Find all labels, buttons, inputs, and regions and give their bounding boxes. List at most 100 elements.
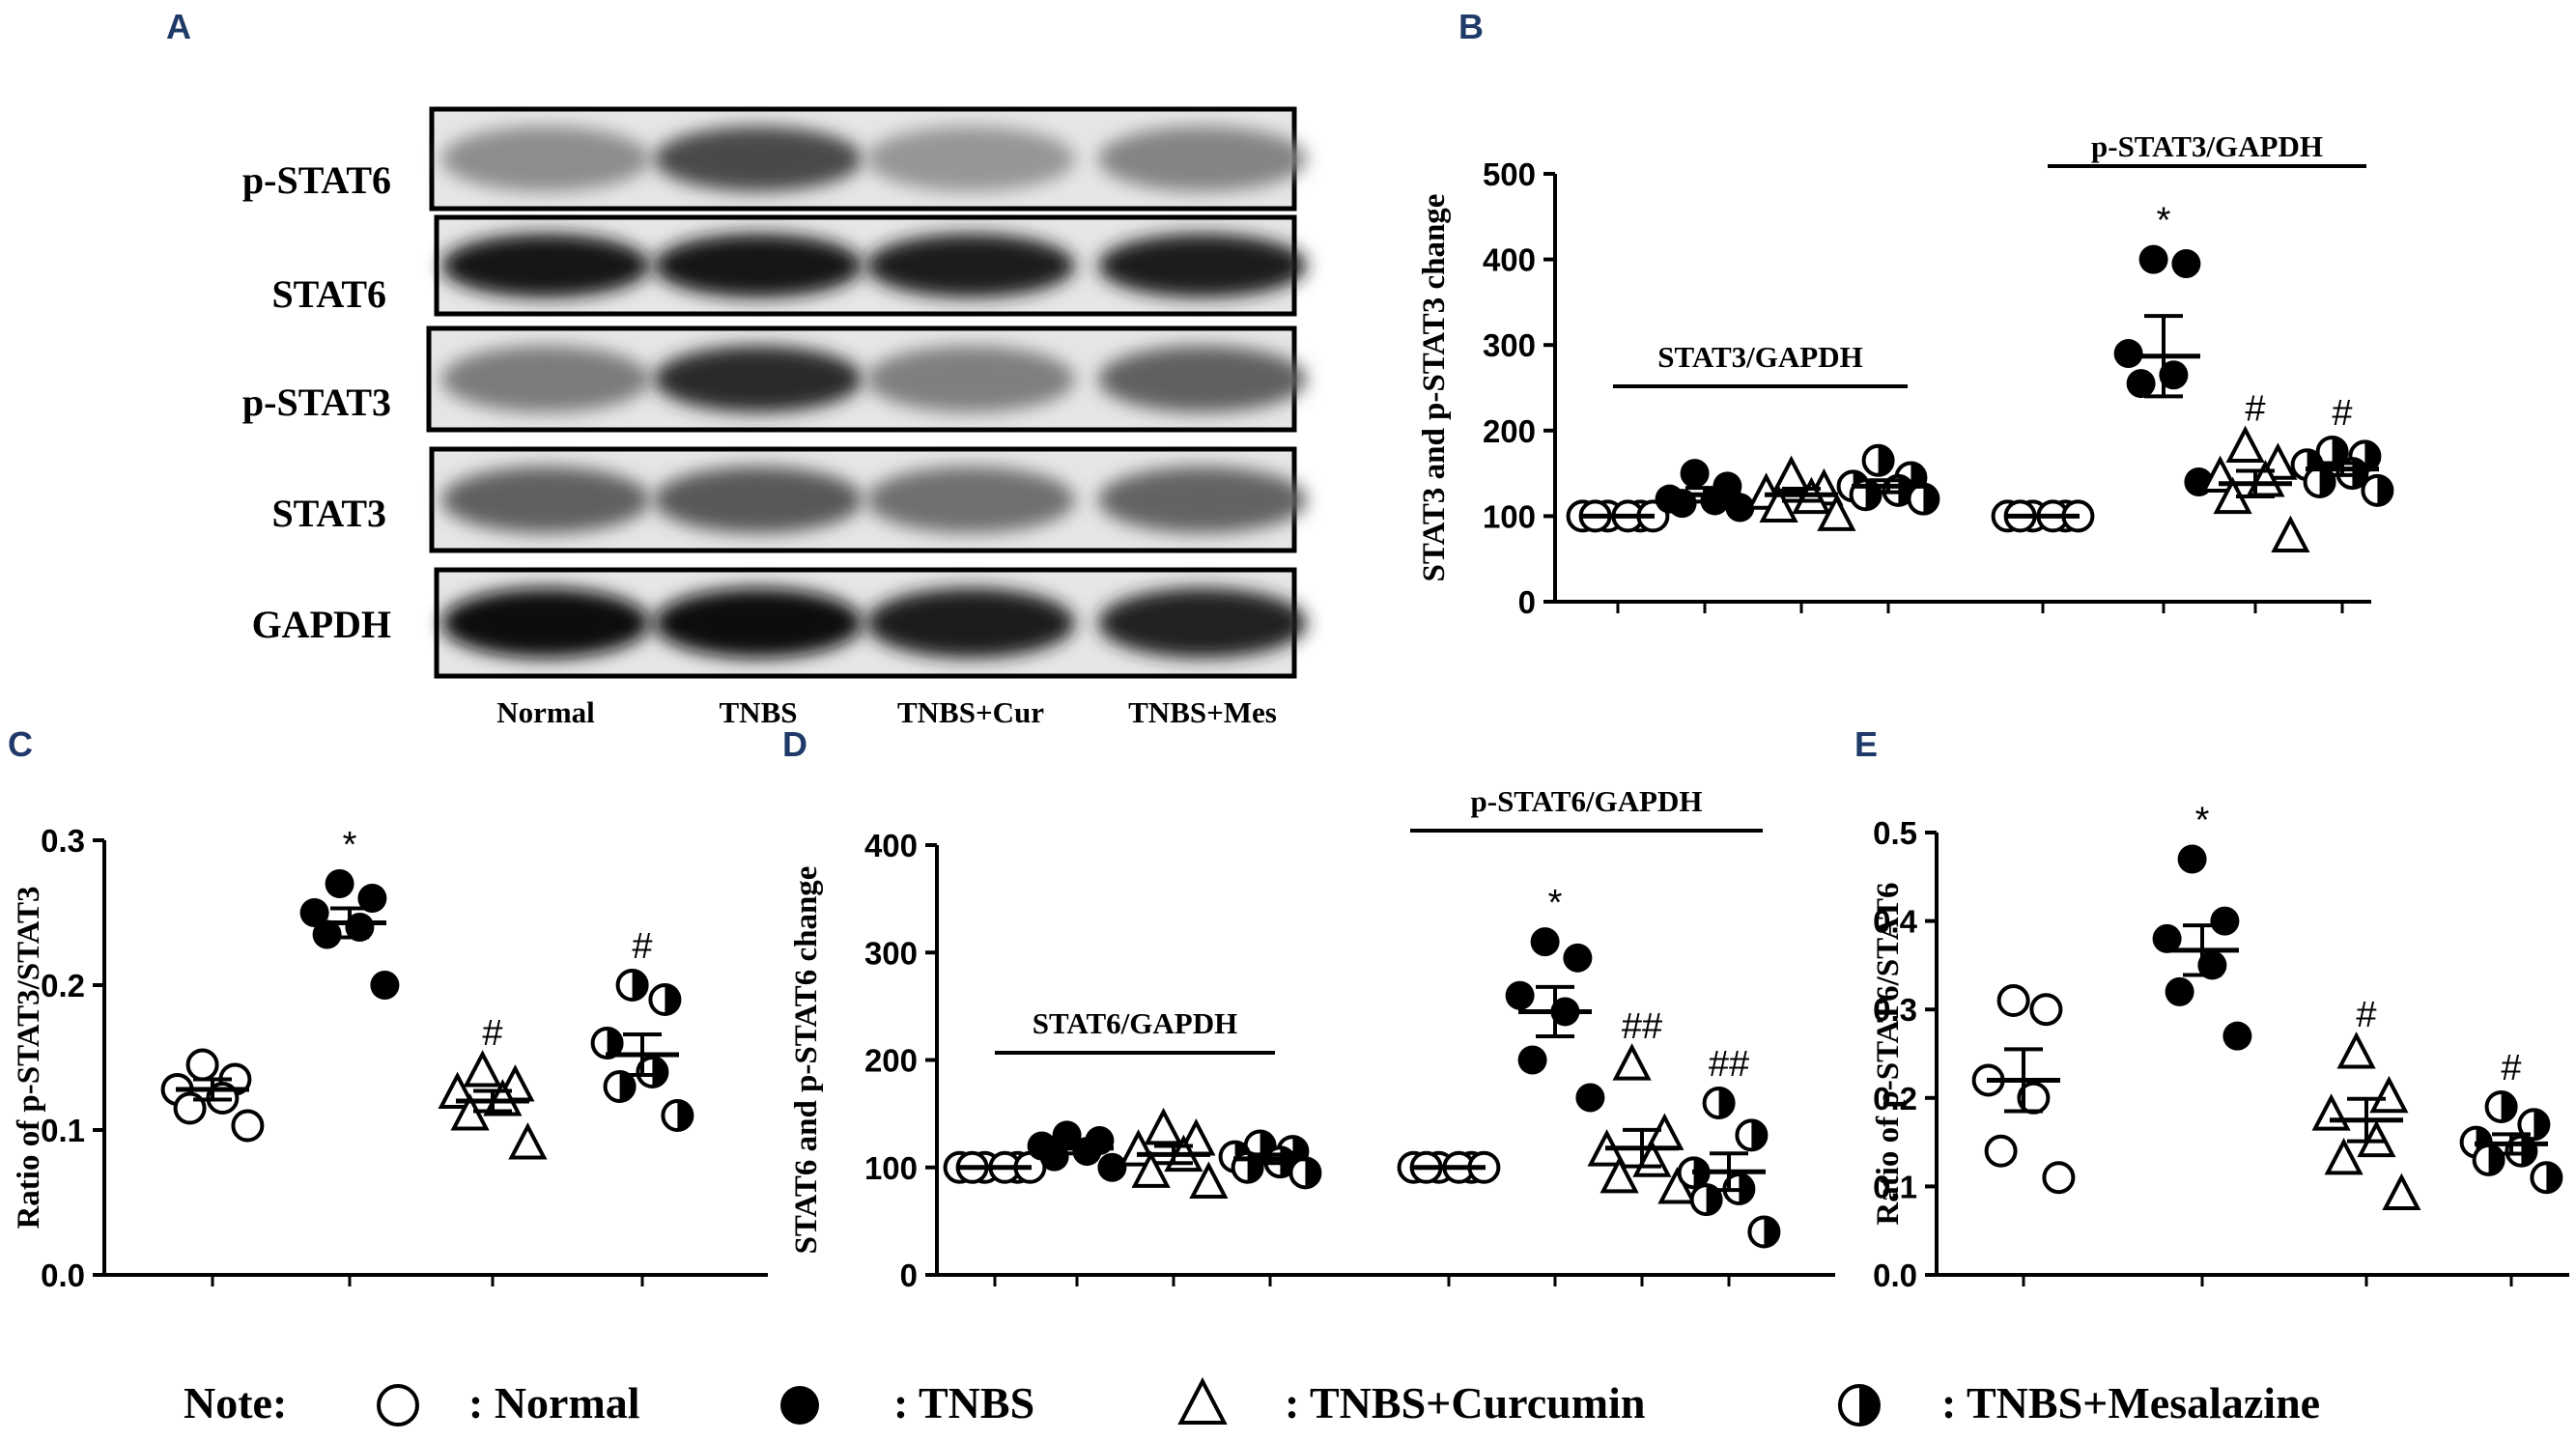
y-tick-label: 300 xyxy=(864,935,918,971)
data-point xyxy=(2225,425,2265,464)
chart-c-ratio-pstat3: 0.0 0.1 0.2 0.3 Ratio of p-STAT3/STAT3 * # # xyxy=(12,823,768,1293)
blot-band xyxy=(654,466,863,534)
blot-band xyxy=(1098,345,1307,413)
data-point xyxy=(1517,1045,1547,1075)
data-point xyxy=(2369,1075,2409,1114)
group-label: STAT3/GAPDH xyxy=(1657,340,1862,374)
chart-b-stat3-change: 0 100 200 300 400 500 STAT3 and p-STAT3 change… xyxy=(1417,129,2394,620)
significance-mark: * xyxy=(2195,800,2210,840)
blot-band xyxy=(866,587,1075,659)
data-point xyxy=(2382,1173,2421,1211)
blot-band xyxy=(654,587,863,659)
significance-mark: * xyxy=(1548,883,1563,923)
data-point xyxy=(1984,1134,2018,1168)
panel-letter-b: B xyxy=(1458,7,1484,46)
data-point xyxy=(1563,943,1593,973)
blot-lane-labels: Normal TNBS TNBS+Cur TNBS+Mes xyxy=(496,695,1277,729)
data-point xyxy=(2315,435,2349,468)
data-point xyxy=(508,1122,548,1160)
data-point xyxy=(2324,1138,2364,1175)
series-group: # xyxy=(2311,995,2421,1211)
blot-band xyxy=(441,126,650,192)
data-point xyxy=(1599,1155,1639,1194)
data-point xyxy=(615,969,649,1002)
blot-band xyxy=(654,234,863,297)
y-tick-label: 400 xyxy=(864,828,918,863)
data-point xyxy=(312,919,342,949)
chart-e-ratio-pstat6: 0.0 0.1 0.2 0.3 0.4 0.5 Ratio of p-STAT6/STAT6… xyxy=(1871,800,2569,1293)
series-group xyxy=(1746,455,1856,531)
data-point xyxy=(2303,465,2336,498)
data-point xyxy=(1907,482,1940,516)
western-blot xyxy=(426,106,1307,679)
y-tick-label: 100 xyxy=(1483,498,1536,534)
data-point xyxy=(1747,1215,1781,1249)
significance-mark: # xyxy=(482,1013,502,1054)
series-group xyxy=(1566,499,1670,533)
data-point xyxy=(2530,1161,2563,1195)
data-point xyxy=(780,1386,819,1425)
blot-band xyxy=(654,345,863,413)
series-group: # xyxy=(2459,1048,2563,1195)
significance-mark: * xyxy=(2157,201,2171,241)
data-point xyxy=(2113,339,2143,369)
chart-d-stat6-change: 0 100 200 300 400 STAT6 and p-STAT6 change STA… xyxy=(789,784,1835,1293)
panel-letter-a: A xyxy=(166,7,191,46)
data-point xyxy=(2171,249,2201,279)
y-tick-label: 0 xyxy=(1518,584,1536,620)
y-tick-label: 0 xyxy=(900,1257,918,1293)
data-point xyxy=(1189,1161,1229,1199)
blot-label-p-stat6: p-STAT6 xyxy=(242,158,391,202)
significance-mark: # xyxy=(2501,1048,2521,1088)
series-group xyxy=(1218,1129,1322,1190)
series-group: * xyxy=(1505,883,1605,1113)
data-point xyxy=(1575,1083,1605,1113)
y-tick-label: 0.2 xyxy=(41,968,85,1003)
data-point xyxy=(1530,927,1560,957)
data-point xyxy=(1612,1043,1652,1081)
data-point xyxy=(325,869,354,898)
y-axis-label: STAT6 and p-STAT6 change xyxy=(789,866,824,1255)
data-point xyxy=(2271,515,2310,553)
data-point xyxy=(185,1048,219,1082)
series-group xyxy=(160,1048,265,1143)
data-point xyxy=(648,983,682,1016)
series-group: # xyxy=(2200,389,2310,553)
series-group: ## xyxy=(1677,1044,1781,1249)
series-group: * xyxy=(2113,201,2214,496)
panel-letters: A B C D E xyxy=(8,7,1878,764)
blot-band xyxy=(441,345,650,413)
data-point xyxy=(2138,244,2168,274)
data-point xyxy=(1996,984,2030,1018)
y-tick-label: 0.3 xyxy=(1873,992,1917,1028)
significance-mark: ## xyxy=(1622,1006,1662,1047)
data-point xyxy=(1680,459,1710,489)
blot-label-p-stat3: p-STAT3 xyxy=(242,381,391,424)
y-axis-label: STAT3 and p-STAT3 change xyxy=(1417,194,1452,582)
data-point xyxy=(2336,1031,2376,1069)
data-point xyxy=(2222,1021,2252,1051)
data-point xyxy=(1817,494,1856,531)
lane-label-tnbs-cur: TNBS+Cur xyxy=(897,695,1044,729)
blot-band xyxy=(866,345,1075,413)
data-point xyxy=(1177,1376,1228,1425)
legend-note: Note: xyxy=(184,1378,287,1427)
blot-band xyxy=(1098,126,1307,192)
legend-label-tnbs: : TNBS xyxy=(893,1378,1034,1427)
series-group: * xyxy=(299,825,400,1000)
series-group xyxy=(1971,984,2076,1195)
data-point xyxy=(2197,950,2227,980)
y-tick-label: 100 xyxy=(864,1150,918,1186)
series-group: # xyxy=(590,926,694,1132)
y-tick-label: 200 xyxy=(864,1043,918,1079)
data-point xyxy=(1861,443,1895,477)
blot-band xyxy=(654,126,863,192)
data-point xyxy=(1131,1150,1171,1188)
y-tick-label: 0.5 xyxy=(1873,815,1917,851)
y-tick-label: 0.3 xyxy=(41,823,85,859)
data-point xyxy=(1288,1156,1322,1190)
data-point xyxy=(2177,844,2207,874)
legend-label-normal: : Normal xyxy=(468,1378,640,1427)
data-point xyxy=(1689,1183,1723,1217)
